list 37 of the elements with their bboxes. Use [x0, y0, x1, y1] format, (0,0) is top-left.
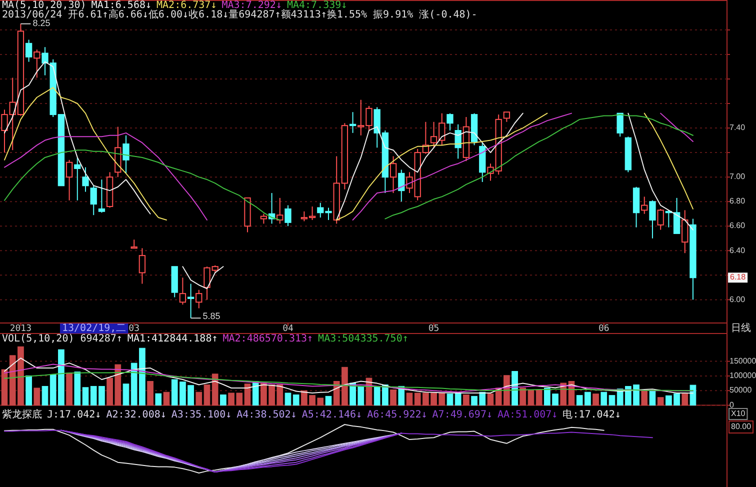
x-tick-label: 03 — [128, 324, 140, 334]
text: 13/02/19,二 — [62, 323, 126, 334]
series-label: AA:51.007↓ — [498, 410, 558, 421]
text: MA3:504335.750↑ — [318, 334, 408, 345]
x-tick-label: 06 — [598, 324, 610, 334]
y-tick-label: 100000 — [730, 371, 756, 380]
text: A3:35.100↓ — [171, 410, 232, 421]
chart-title: 紫龙探底 — [2, 408, 42, 421]
legend-title: VOL(5,10,20) 694287↑ — [2, 334, 122, 345]
x-tick-label: 2013 — [10, 324, 32, 334]
series-label: A6:45.922↓ — [367, 410, 428, 421]
x-tick-label: 04 — [282, 324, 294, 334]
annotation: 8.25 — [32, 18, 50, 28]
y-tick-label: 0 — [730, 400, 734, 410]
y-axis-title: X10 — [731, 409, 746, 418]
text: 6.18 — [730, 272, 746, 282]
x-tick-label: 05 — [428, 324, 440, 334]
text: A4:38.502↓ — [236, 410, 297, 421]
text: MA1:412844.188↑ — [127, 334, 218, 345]
y-tick-label: 6.80 — [730, 196, 746, 206]
text: 电:17.042↓ — [562, 408, 621, 421]
y-tick-label: 7.00 — [730, 172, 746, 182]
text: 日线 — [731, 322, 751, 334]
y-tick-label: 6.60 — [730, 221, 746, 230]
y-tick-label: 50000 — [730, 386, 752, 395]
text: A2:32.008↓ — [106, 410, 166, 421]
y-tick-label: 150000 — [730, 356, 756, 366]
text: A5:42.146↓ — [302, 410, 362, 421]
y-tick-label: 7.40 — [730, 123, 746, 132]
text: A7:49.697↓ — [432, 410, 492, 421]
text: 80.00 — [731, 422, 752, 432]
annotation: 5.85 — [202, 310, 220, 321]
series-label: J:17.042↓ — [47, 410, 102, 421]
y-tick-label: 6.00 — [730, 294, 746, 304]
text: 2013/06/24 开6.61↑高6.66↓低6.00↓收6.18↓量694287↑额43113↑换1.55% 振9.91% 涨(-0.48)- — [2, 8, 478, 21]
text: MA2:486570.313↑ — [222, 334, 314, 345]
y-tick-label: 6.40 — [730, 246, 746, 255]
